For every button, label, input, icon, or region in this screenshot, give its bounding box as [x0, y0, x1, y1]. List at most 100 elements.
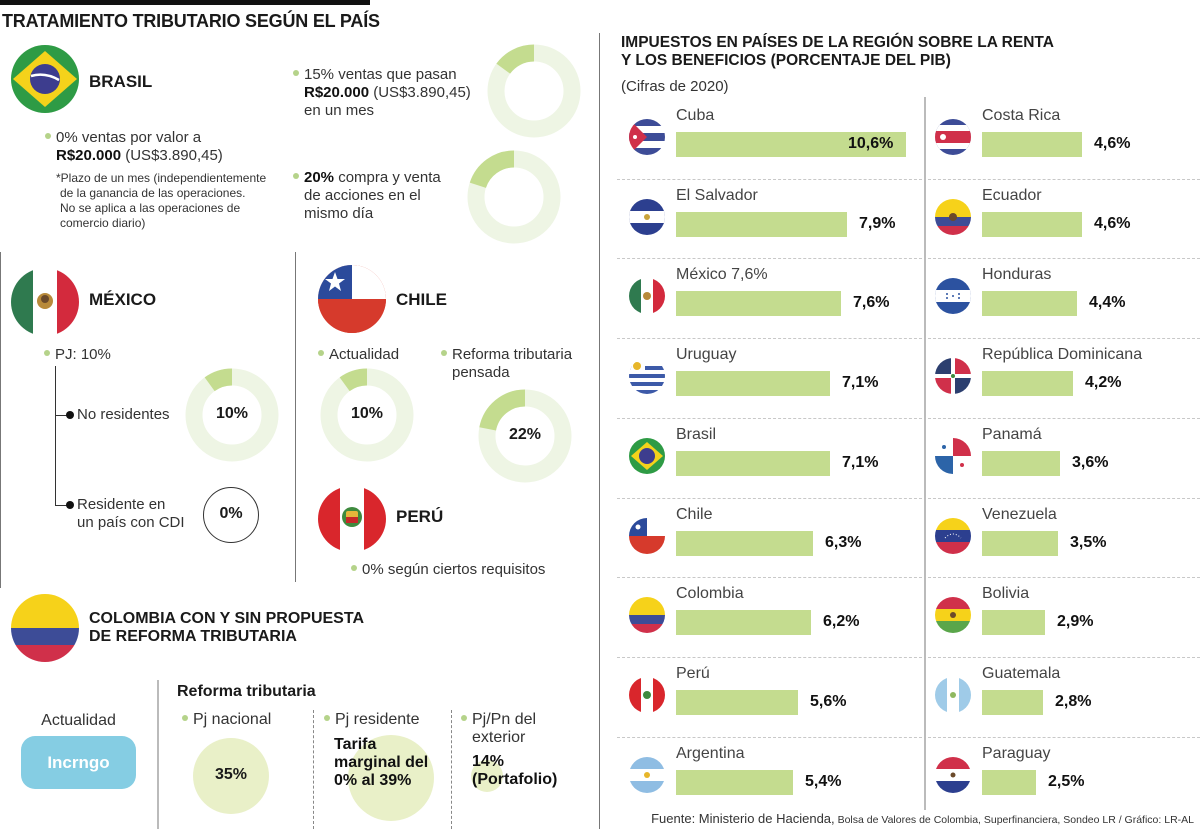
colombia-pj-exterior: Pj/Pn del exterior — [461, 711, 536, 747]
colombia-flag-icon — [11, 594, 79, 662]
bar-label: Colombia — [676, 585, 744, 603]
chile-flag-icon — [318, 265, 386, 333]
bar-row-mexico: México 7,6% 7,6% — [623, 261, 921, 341]
bar-value-label: 4,2% — [1085, 374, 1122, 392]
bar-label: Cuba — [676, 107, 715, 124]
bar-value-label: 5,4% — [805, 772, 842, 790]
bar — [982, 371, 1073, 397]
chile-title: CHILE — [396, 290, 447, 309]
colombia-title-line2: DE REFORMA TRIBUTARIA — [89, 628, 297, 645]
bar-row-uruguay: Uruguay 7,1% — [623, 341, 921, 421]
column-divider — [924, 97, 926, 810]
pj-nacional-value: 35% — [214, 766, 248, 783]
ecuador-flag-icon — [935, 198, 971, 235]
bar — [676, 689, 798, 715]
mexico-zero-label: 0% — [219, 505, 243, 522]
row-separator — [617, 178, 922, 180]
bar-value-label: 6,3% — [825, 533, 862, 551]
brasil-item-2-line3: en un mes — [304, 102, 375, 119]
row-separator — [617, 417, 922, 419]
bolivia-flag-icon — [935, 597, 971, 634]
brasil-item-2-amount: R$20.000 — [304, 84, 370, 101]
note-line: No se aplica a las operaciones de — [60, 201, 241, 215]
mexico-flag-icon — [629, 278, 665, 315]
brasil-item-3: 20% compra y venta de acciones en el mis… — [293, 169, 441, 223]
bar-value-label: 3,6% — [1072, 453, 1109, 471]
row-separator — [928, 258, 1200, 260]
paraguay-flag-icon — [935, 756, 971, 793]
brasil-item-1-amount: R$20.000 — [56, 147, 122, 164]
colombia-pj-nacional: Pj nacional — [182, 711, 271, 729]
row-separator — [617, 258, 922, 260]
divider — [295, 252, 296, 582]
row-separator — [928, 577, 1200, 579]
divider-dashed — [451, 710, 452, 829]
donut-segment — [469, 150, 515, 189]
chile-actualidad-label: 10% — [350, 405, 384, 422]
row-separator — [928, 736, 1200, 738]
donut-segment — [339, 368, 368, 392]
value-line: (Portafolio) — [472, 771, 558, 788]
bar — [982, 211, 1082, 237]
guatemala-flag-icon — [935, 676, 971, 713]
row-separator — [928, 497, 1200, 499]
bar-label: República Dominicana — [982, 346, 1143, 364]
chile-flag-icon — [629, 517, 665, 554]
bar-label: Perú — [676, 664, 710, 682]
tree-branch — [55, 415, 67, 416]
bar-label: México 7,6% — [676, 266, 768, 284]
source-footer: Fuente: Ministerio de Hacienda, Bolsa de… — [651, 811, 1194, 826]
peru-flag-icon — [629, 676, 665, 713]
section-divider — [599, 33, 600, 829]
brasil-item-3-line3: mismo día — [304, 205, 374, 222]
mexico-residente-line1: Residente en — [77, 496, 166, 513]
bar — [676, 610, 811, 636]
divider-dashed — [313, 710, 314, 829]
brasil-item-2-usd: (US$3.890,45) — [369, 84, 471, 101]
bar — [982, 689, 1043, 715]
bar — [676, 211, 847, 237]
chile-reforma-line2: pensada — [452, 364, 510, 381]
bar-label: Costa Rica — [982, 107, 1061, 124]
bar-row-dominicana: República Dominicana 4,2% — [929, 341, 1199, 421]
bar-row-venezuela: Venezuela 3,5% — [929, 501, 1199, 581]
footer-rest: Bolsa de Valores de Colombia, Superfinan… — [834, 814, 1194, 826]
brasil-flag-icon — [11, 45, 79, 113]
brasil-note: *Plazo de un mes (independientemente de … — [56, 171, 266, 231]
bar-value-label: 4,6% — [1094, 214, 1131, 232]
donut-segment — [479, 389, 526, 431]
bar-label: Honduras — [982, 266, 1052, 284]
costa-rica-flag-icon — [935, 119, 971, 155]
colombia-actualidad-badge: Incrngo — [21, 736, 136, 789]
brasil-item-3-line2: de acciones en el — [304, 187, 421, 204]
chart-subtitle: (Cifras de 2020) — [621, 78, 729, 95]
divider — [157, 680, 159, 829]
donut-segment — [496, 44, 535, 75]
brasil-item-2-text: 15% ventas que pasan — [293, 66, 471, 84]
bar — [982, 450, 1060, 476]
bar — [676, 450, 830, 476]
pj-exterior-line1: Pj/Pn del — [461, 711, 536, 729]
bar — [982, 610, 1045, 636]
bar — [676, 769, 793, 795]
brasil-title: BRASIL — [89, 72, 153, 91]
mexico-donut-label: 10% — [215, 405, 249, 422]
argentina-flag-icon — [629, 756, 665, 793]
bar-label: Argentina — [676, 744, 745, 762]
bar-value-label: 7,1% — [842, 374, 879, 392]
note-line: *Plazo de un mes (independientemente — [56, 171, 267, 185]
panama-flag-icon — [935, 437, 971, 474]
left-title: TRATAMIENTO TRIBUTARIO SEGÚN EL PAÍS — [2, 11, 380, 31]
bar-row-brasil: Brasil 7,1% — [623, 421, 921, 501]
mexico-pj: PJ: 10% — [44, 346, 111, 364]
colombia-title-line1: COLOMBIA CON Y SIN PROPUESTA — [89, 610, 364, 627]
tree-dot — [66, 411, 74, 419]
pj-exterior-line2: exterior — [472, 729, 526, 746]
bar-value-label: 7,9% — [859, 214, 896, 232]
bar-value-label: 2,5% — [1048, 772, 1085, 790]
bar-label: Ecuador — [982, 186, 1042, 204]
row-separator — [928, 338, 1200, 340]
bar-row-honduras: Honduras 4,4% — [929, 261, 1199, 341]
cuba-flag-icon — [629, 119, 665, 155]
row-separator — [928, 417, 1200, 419]
